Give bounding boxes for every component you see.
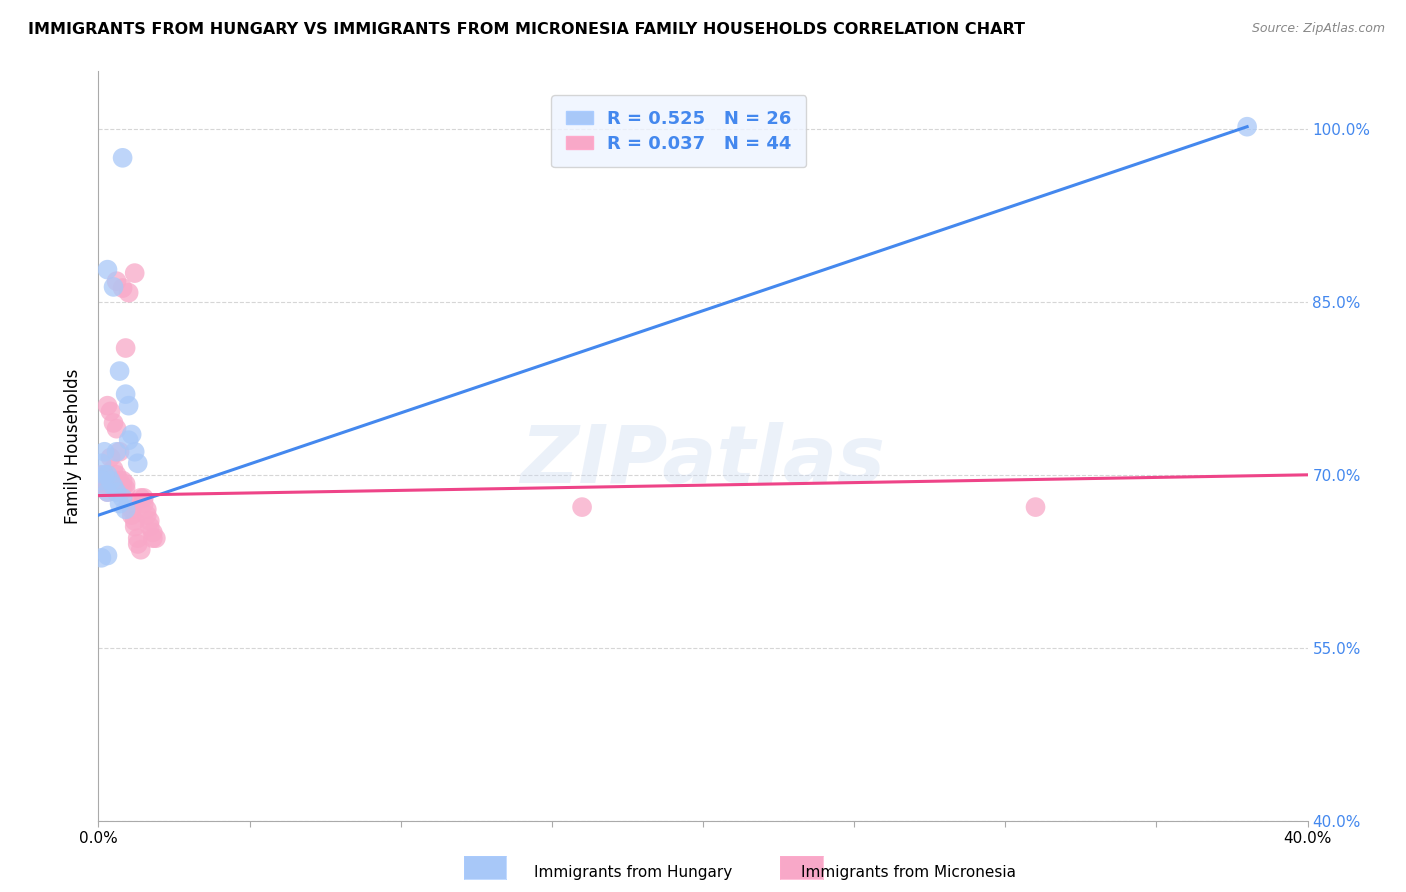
- Point: [93, 444, 115, 458]
- Point: [108, 474, 131, 488]
- Point: [121, 508, 143, 523]
- Point: [93, 470, 115, 484]
- Point: [142, 525, 165, 540]
- Point: [96, 399, 118, 413]
- Point: [105, 444, 128, 458]
- Point: [132, 497, 155, 511]
- Text: Source: ZipAtlas.com: Source: ZipAtlas.com: [1251, 22, 1385, 36]
- Text: IMMIGRANTS FROM HUNGARY VS IMMIGRANTS FROM MICRONESIA FAMILY HOUSEHOLDS CORRELAT: IMMIGRANTS FROM HUNGARY VS IMMIGRANTS FR…: [28, 22, 1025, 37]
- Point: [111, 479, 134, 493]
- Point: [114, 502, 136, 516]
- Point: [90, 550, 112, 565]
- Point: [111, 474, 134, 488]
- Point: [118, 434, 141, 448]
- Point: [111, 151, 134, 165]
- Point: [103, 479, 125, 493]
- Point: [90, 467, 112, 482]
- Point: [118, 285, 141, 300]
- Text: Immigrants from Micronesia: Immigrants from Micronesia: [801, 865, 1017, 880]
- Point: [118, 497, 141, 511]
- Point: [93, 467, 115, 482]
- Point: [100, 474, 122, 488]
- Point: [114, 482, 136, 496]
- Point: [139, 519, 162, 533]
- Point: [96, 262, 118, 277]
- Point: [129, 491, 152, 505]
- Text: ZIPatlas: ZIPatlas: [520, 422, 886, 500]
- Point: [111, 281, 134, 295]
- Point: [114, 477, 136, 491]
- Point: [1236, 120, 1258, 134]
- Point: [111, 491, 134, 505]
- Point: [124, 519, 146, 533]
- Point: [118, 399, 141, 413]
- Point: [127, 456, 149, 470]
- Point: [124, 514, 146, 528]
- Point: [105, 274, 128, 288]
- Point: [121, 427, 143, 442]
- Point: [135, 502, 157, 516]
- Point: [129, 542, 152, 557]
- Point: [135, 508, 157, 523]
- Point: [100, 450, 122, 465]
- Point: [103, 416, 125, 430]
- Point: [90, 474, 112, 488]
- Legend: R = 0.525   N = 26, R = 0.037   N = 44: R = 0.525 N = 26, R = 0.037 N = 44: [551, 95, 806, 168]
- Point: [108, 364, 131, 378]
- Point: [96, 485, 118, 500]
- Point: [90, 475, 112, 490]
- Point: [90, 456, 112, 470]
- Point: [145, 531, 167, 545]
- Point: [93, 477, 115, 491]
- Point: [142, 531, 165, 545]
- Point: [132, 491, 155, 505]
- Point: [103, 280, 125, 294]
- Point: [114, 341, 136, 355]
- Point: [124, 266, 146, 280]
- Point: [103, 462, 125, 476]
- Point: [571, 500, 593, 514]
- Point: [105, 422, 128, 436]
- Point: [96, 467, 118, 482]
- Point: [114, 387, 136, 401]
- Point: [124, 444, 146, 458]
- Y-axis label: Family Households: Family Households: [65, 368, 83, 524]
- Point: [139, 514, 162, 528]
- Text: Immigrants from Hungary: Immigrants from Hungary: [534, 865, 733, 880]
- Point: [108, 497, 131, 511]
- Point: [96, 485, 118, 500]
- Point: [96, 549, 118, 563]
- Point: [1024, 500, 1046, 514]
- Point: [127, 531, 149, 545]
- Point: [121, 502, 143, 516]
- Point: [127, 537, 149, 551]
- Point: [100, 404, 122, 418]
- Point: [105, 467, 128, 482]
- Point: [105, 485, 128, 500]
- Point: [108, 444, 131, 458]
